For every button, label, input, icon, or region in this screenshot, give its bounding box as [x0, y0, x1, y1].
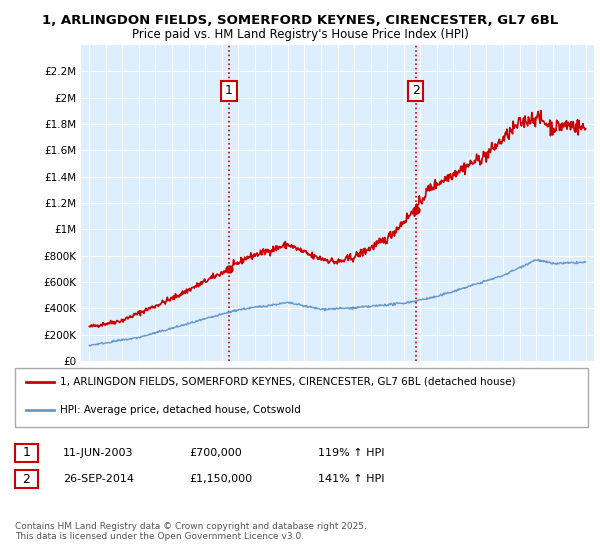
Text: 1, ARLINGDON FIELDS, SOMERFORD KEYNES, CIRENCESTER, GL7 6BL (detached house): 1, ARLINGDON FIELDS, SOMERFORD KEYNES, C…	[60, 377, 515, 387]
Text: 141% ↑ HPI: 141% ↑ HPI	[318, 474, 385, 484]
Text: 1: 1	[225, 85, 233, 97]
Text: £1,150,000: £1,150,000	[189, 474, 252, 484]
Text: 26-SEP-2014: 26-SEP-2014	[63, 474, 134, 484]
Text: 2: 2	[412, 85, 420, 97]
Text: 1, ARLINGDON FIELDS, SOMERFORD KEYNES, CIRENCESTER, GL7 6BL: 1, ARLINGDON FIELDS, SOMERFORD KEYNES, C…	[42, 14, 558, 27]
Text: Price paid vs. HM Land Registry's House Price Index (HPI): Price paid vs. HM Land Registry's House …	[131, 28, 469, 41]
Text: £700,000: £700,000	[189, 448, 242, 458]
Text: HPI: Average price, detached house, Cotswold: HPI: Average price, detached house, Cots…	[60, 405, 301, 415]
Text: 11-JUN-2003: 11-JUN-2003	[63, 448, 133, 458]
Text: 2: 2	[22, 473, 31, 486]
Text: Contains HM Land Registry data © Crown copyright and database right 2025.
This d: Contains HM Land Registry data © Crown c…	[15, 522, 367, 542]
Text: 119% ↑ HPI: 119% ↑ HPI	[318, 448, 385, 458]
Text: 1: 1	[22, 446, 31, 459]
